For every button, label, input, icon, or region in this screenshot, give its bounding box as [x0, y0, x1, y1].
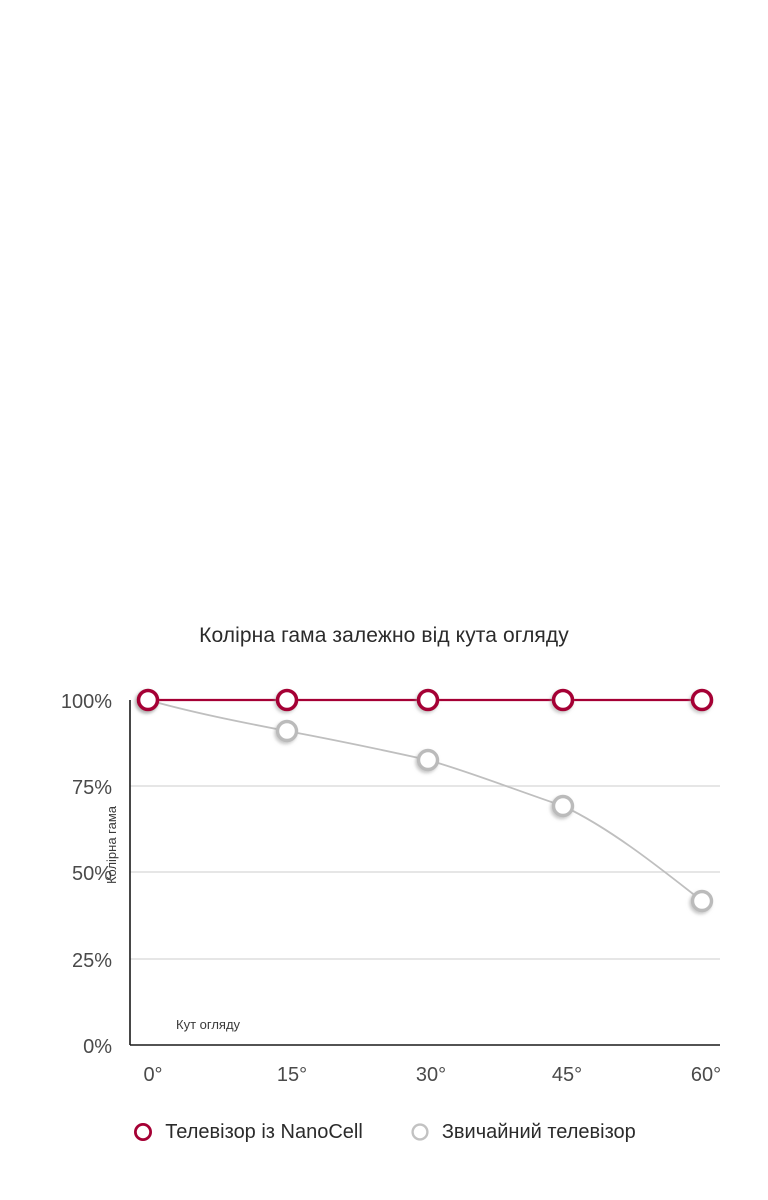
x-tick-label-30: 30° [415, 1064, 447, 1086]
legend-label-nanocell: Телевізор із NanoCell [165, 1121, 363, 1143]
y-axis-tick-labels: 100% 75% 50% 25% 0% [16, 0, 112, 1200]
x-tick-label-60: 60° [690, 1064, 722, 1086]
axis-lines [129, 700, 720, 1046]
open-circle-icon [134, 1123, 153, 1141]
x-tick-label-45: 45° [551, 1064, 583, 1086]
y-tick-label-0: 0% [83, 1036, 112, 1058]
x-axis-tick-labels: 0° 15° 30° 45° 60° [0, 1063, 768, 1093]
x-axis-title: Кут огляду [176, 1017, 241, 1032]
open-circle-icon [411, 1123, 429, 1141]
y-tick-label-25: 25% [71, 950, 112, 972]
y-tick-label-100: 100% [60, 691, 112, 713]
chart-title: Колірна гама залежно від кута огляду [199, 624, 569, 647]
gridlines [130, 785, 720, 960]
legend-item-conventional[interactable]: Звичайний телевізор [409, 1120, 636, 1144]
x-tick-label-0: 0° [143, 1064, 163, 1086]
y-tick-label-75: 75% [71, 777, 112, 799]
y-tick-label-50: 50% [71, 863, 112, 885]
series-conventional-tv [136, 688, 714, 913]
y-axis-title: Колірна гама [104, 805, 119, 885]
series-nanocell-tv [136, 688, 714, 712]
chart-legend: Телевізор із NanoCell Звичайний телевізо… [0, 1120, 768, 1144]
legend-item-nanocell[interactable]: Телевізор із NanoCell [132, 1120, 363, 1144]
legend-label-conventional: Звичайний телевізор [441, 1121, 636, 1143]
x-tick-label-15: 15° [276, 1064, 308, 1086]
